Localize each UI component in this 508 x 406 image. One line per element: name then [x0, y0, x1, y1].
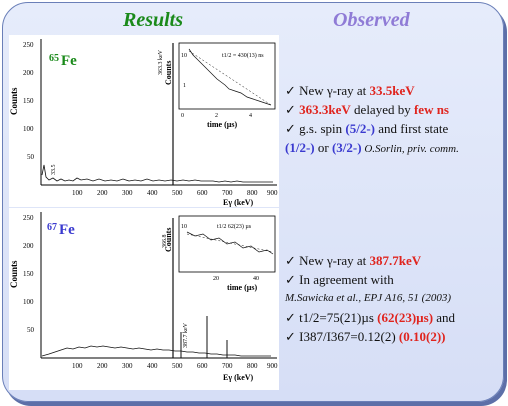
y-tick: 50 — [27, 153, 35, 161]
x-tick: 200 — [97, 189, 108, 197]
observation-text: or — [314, 140, 332, 155]
isotope-mass: 65 — [49, 53, 59, 64]
spectrum-plot-fe67: Counts 250 200 150 100 50 67 Fe 366.8 38… — [9, 212, 278, 382]
spectrum-plot-fe65: Counts 250 200 150 100 50 65 Fe 363.3 ke… — [9, 39, 278, 207]
y-tick: 150 — [23, 270, 34, 278]
results-heading: Results — [123, 9, 184, 31]
inset-x-tick: 40 — [253, 276, 259, 282]
inset-x-tick: 0 — [181, 113, 184, 119]
observed-list-fe67: ✓ New γ-ray at 387.7keV ✓ In agreement w… — [285, 251, 503, 346]
x-tick: 900 — [267, 362, 278, 370]
x-tick: 600 — [197, 189, 208, 197]
observation-item: ✓ g.s. spin (5/2-) and first state — [285, 119, 503, 138]
inset-x-tick: 20 — [213, 276, 219, 282]
side-peak-label: 387.7 keV — [183, 322, 189, 348]
x-tick: 800 — [247, 189, 258, 197]
y-tick: 100 — [23, 298, 34, 306]
observation-item: ✓ t1/2=75(21)µs (62(23)µs) and — [285, 308, 503, 327]
observation-item: ✓ In agreement with — [285, 272, 394, 287]
observation-text: and — [433, 310, 456, 325]
y-tick: 250 — [23, 214, 34, 222]
inset-y-tick: 10 — [181, 224, 187, 230]
reference-text: M.Sawicka et al., EPJ A16, 51 (2003) — [285, 292, 451, 304]
inset-y-tick: 1 — [183, 83, 186, 89]
x-tick: 600 — [197, 362, 208, 370]
highlight-value: few ns — [413, 102, 449, 117]
inset-x-tick: 4 — [249, 113, 252, 119]
highlight-value: (0.10(2)) — [398, 329, 446, 344]
observed-list-fe65: ✓ New γ-ray at 33.5keV ✓ 363.3keV delaye… — [285, 81, 503, 159]
observation-text: ✓ New γ-ray at — [285, 83, 370, 98]
inset-annotation: t1/2 = 430(13) ns — [222, 52, 264, 59]
x-tick: 800 — [247, 362, 258, 370]
x-tick: 400 — [147, 189, 158, 197]
observation-text: delayed by — [350, 102, 414, 117]
x-tick: 500 — [172, 189, 183, 197]
x-tick: 300 — [122, 362, 133, 370]
inset-x-tick: 2 — [215, 113, 218, 119]
spectrum-panel-fe67: Counts 250 200 150 100 50 67 Fe 366.8 38… — [9, 208, 279, 390]
inset-y-label: Counts — [164, 61, 173, 85]
spin-value: (5/2-) — [345, 121, 375, 136]
isotope-symbol: Fe — [59, 222, 75, 238]
inset-x-label: time (µs) — [227, 283, 257, 292]
observation-item: ✓ New γ-ray at 387.7keV — [285, 251, 503, 270]
observation-text: ✓ g.s. spin — [285, 121, 346, 136]
spin-value: (1/2-) — [285, 140, 315, 155]
observation-item: (1/2-) or (3/2-) O.Sorlin, priv. comm. — [285, 138, 503, 159]
inset-annotation: t1/2 62(23) µs — [217, 223, 252, 230]
y-tick: 200 — [23, 242, 34, 250]
spectrum-panel-fe65: Counts 250 200 150 100 50 65 Fe 363.3 ke… — [9, 35, 279, 207]
x-tick: 100 — [72, 362, 83, 370]
highlight-value: 363.3keV — [299, 102, 351, 117]
observation-item: ✓ I387/I367=0.12(2) (0.10(2)) — [285, 327, 503, 346]
y-tick: 100 — [23, 125, 34, 133]
observation-text: ✓ New γ-ray at — [285, 253, 370, 268]
observed-heading: Observed — [333, 9, 410, 31]
observation-item: ✓ New γ-ray at 33.5keV — [285, 81, 503, 100]
x-tick: 200 — [97, 362, 108, 370]
observation-text: ✓ I387/I367=0.12(2) — [285, 329, 399, 344]
inset-decay-plot: Counts 10 1 t1/2 = 430(13) ns 0 2 4 time… — [164, 42, 276, 129]
highlight-value: 387.7keV — [369, 253, 422, 268]
inset-decay-plot: Counts 10 t1/2 62(23) µs 20 40 time (µs) — [164, 215, 276, 292]
isotope-symbol: Fe — [61, 53, 77, 69]
y-axis-label: Counts — [9, 87, 19, 115]
y-tick: 250 — [23, 41, 34, 49]
x-axis-label: Eγ (keV) — [223, 373, 254, 382]
spectrum-trace — [41, 345, 271, 357]
small-peak-label: 33.5 — [51, 165, 57, 176]
observation-text: ✓ t1/2=75(21)µs — [285, 310, 378, 325]
highlight-value: 33.5keV — [369, 83, 415, 98]
y-tick: 150 — [23, 97, 34, 105]
highlight-value: (62(23)µs) — [377, 310, 434, 325]
inset-y-label: Counts — [164, 228, 173, 252]
x-tick: 700 — [222, 189, 233, 197]
peak-label: 366.8 — [162, 235, 168, 249]
slide-card: Results Observed Counts 250 200 150 100 … — [2, 2, 504, 402]
peak-label: 363.3 keV — [158, 49, 164, 75]
observation-item: ✓ 363.3keV delayed by few ns — [285, 100, 503, 119]
reference-text: O.Sorlin, priv. comm. — [361, 143, 459, 155]
x-tick: 500 — [172, 362, 183, 370]
x-tick: 900 — [267, 189, 278, 197]
y-tick: 200 — [23, 69, 34, 77]
x-axis-label: Eγ (keV) — [223, 198, 254, 207]
check-icon: ✓ — [285, 102, 300, 117]
x-tick: 100 — [72, 189, 83, 197]
x-tick: 700 — [222, 362, 233, 370]
inset-y-tick: 10 — [181, 53, 187, 59]
observation-text: and first state — [374, 121, 449, 136]
inset-x-label: time (µs) — [207, 120, 237, 129]
y-tick: 50 — [27, 326, 35, 334]
isotope-mass: 67 — [47, 222, 57, 233]
y-axis-label: Counts — [9, 260, 19, 288]
x-tick: 400 — [147, 362, 158, 370]
spin-value: (3/2-) — [331, 140, 362, 155]
x-tick: 300 — [122, 189, 133, 197]
spectrum-trace — [41, 164, 273, 183]
